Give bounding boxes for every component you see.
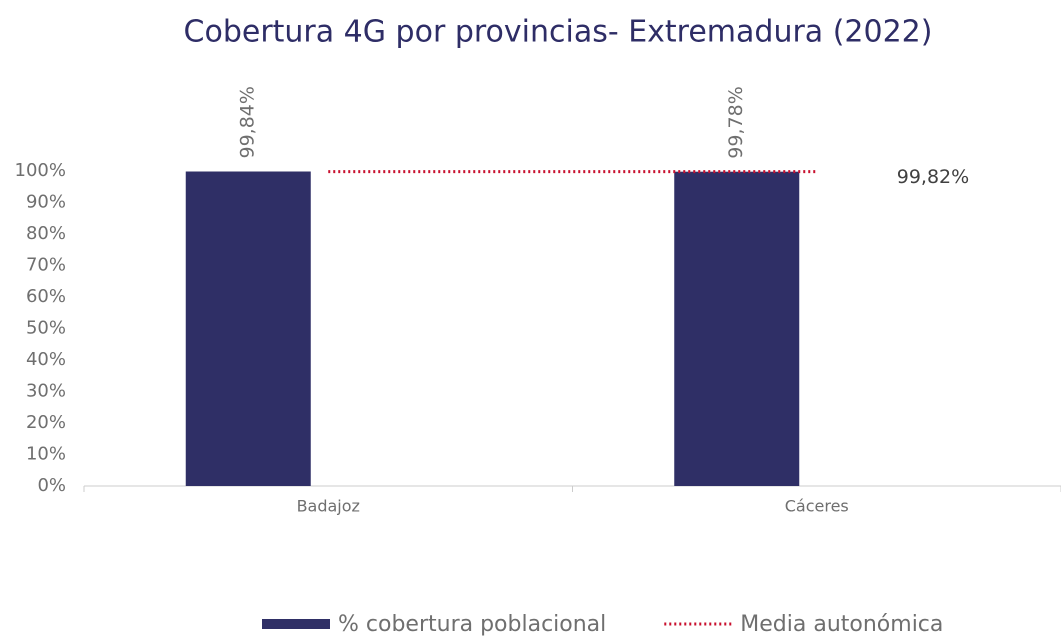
y-tick-label: 10% — [26, 444, 66, 465]
chart-title: Cobertura 4G por provincias- Extremadura… — [184, 15, 933, 50]
x-tick-label: Cáceres — [785, 497, 849, 516]
y-tick-label: 100% — [15, 160, 66, 181]
bar — [185, 171, 311, 486]
legend-label: % cobertura poblacional — [338, 612, 606, 637]
data-label: 99,78% — [725, 86, 747, 158]
y-tick-label: 40% — [26, 349, 66, 370]
y-tick-label: 80% — [26, 223, 66, 244]
y-tick-label: 70% — [26, 255, 66, 276]
data-label: 99,84% — [237, 86, 259, 158]
y-tick-label: 0% — [37, 475, 66, 496]
y-tick-label: 20% — [26, 412, 66, 433]
y-tick-label: 90% — [26, 192, 66, 213]
y-tick-label: 50% — [26, 318, 66, 339]
legend-swatch — [262, 619, 330, 629]
bar — [674, 171, 800, 486]
x-tick-label: Badajoz — [297, 497, 360, 516]
y-tick-label: 30% — [26, 381, 66, 402]
y-tick-label: 60% — [26, 286, 66, 307]
data-label: 99,82% — [897, 166, 969, 188]
legend-label: Media autonómica — [740, 612, 943, 637]
